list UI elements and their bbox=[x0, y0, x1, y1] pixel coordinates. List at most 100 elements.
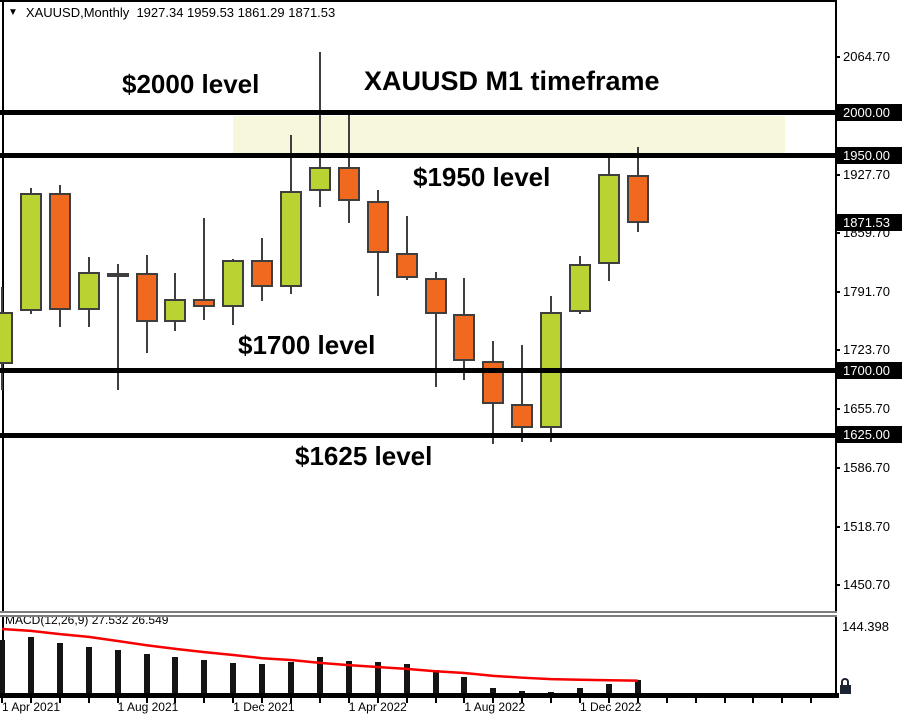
price-label: 2064.70 bbox=[843, 49, 890, 64]
symbol-dropdown-icon[interactable]: ▼ bbox=[8, 6, 18, 18]
time-tick bbox=[29, 698, 32, 703]
macd-histogram-bar bbox=[288, 661, 294, 693]
level-1700-text[interactable]: $1700 level bbox=[238, 330, 376, 360]
highlight-zone[interactable] bbox=[233, 115, 785, 153]
time-tick bbox=[781, 698, 784, 703]
macd-histogram-bar bbox=[143, 654, 150, 693]
time-tick bbox=[174, 698, 177, 703]
candle-body bbox=[19, 192, 42, 312]
time-tick bbox=[752, 698, 755, 703]
candle-body bbox=[77, 272, 100, 311]
candle-body bbox=[511, 404, 534, 428]
macd-signal-line-layer bbox=[1, 627, 638, 682]
time-tick bbox=[434, 698, 437, 703]
price-label: 1791.70 bbox=[843, 283, 890, 299]
time-label: 1 Aug 2022 bbox=[464, 700, 526, 714]
time-tick bbox=[347, 698, 350, 703]
candle-body bbox=[135, 272, 158, 322]
time-label: 1 Dec 2022 bbox=[580, 700, 642, 714]
candle-body bbox=[251, 259, 274, 288]
price-label: 1655.70 bbox=[843, 400, 890, 416]
candle-body bbox=[597, 174, 620, 264]
candle-body bbox=[164, 298, 187, 322]
time-tick bbox=[550, 698, 553, 703]
candle-body bbox=[569, 263, 591, 312]
price-label: 1723.70 bbox=[843, 342, 890, 358]
time-tick bbox=[665, 698, 668, 703]
price-tick bbox=[835, 407, 840, 410]
price-box-label: 1625.00 bbox=[837, 426, 902, 444]
time-tick bbox=[579, 698, 581, 703]
candle-wick bbox=[203, 218, 206, 320]
price-tick bbox=[835, 584, 840, 586]
macd-histogram-bar bbox=[519, 691, 526, 693]
level-line-1950.00[interactable] bbox=[0, 153, 837, 159]
time-tick bbox=[145, 698, 148, 703]
macd-histogram-bar bbox=[259, 663, 266, 693]
macd-histogram-bar bbox=[85, 647, 92, 693]
time-tick bbox=[203, 698, 206, 703]
price-tick bbox=[835, 290, 840, 293]
macd-signal-line bbox=[1, 627, 638, 682]
macd-histogram-bar bbox=[27, 636, 34, 693]
macd-histogram-bar bbox=[605, 684, 612, 693]
time-tick bbox=[723, 698, 726, 703]
candle-body bbox=[366, 201, 389, 253]
macd-histogram-bar bbox=[490, 687, 497, 693]
price-label: 1586.70 bbox=[843, 460, 890, 476]
macd-histogram-bar bbox=[461, 677, 468, 693]
macd-histogram-bar bbox=[201, 660, 208, 693]
time-tick bbox=[492, 698, 495, 703]
level-line-1625.00[interactable] bbox=[0, 432, 837, 438]
time-tick bbox=[318, 698, 321, 703]
time-tick bbox=[463, 698, 466, 703]
macd-histogram-bar bbox=[548, 692, 555, 693]
chart-title-row: ▼ XAUUSD,Monthly 1927.34 1959.53 1861.29… bbox=[8, 5, 335, 20]
price-tick bbox=[835, 173, 840, 176]
candle-body bbox=[424, 278, 447, 314]
chart-title: XAUUSD,Monthly 1927.34 1959.53 1861.29 1… bbox=[25, 5, 336, 20]
time-label: 1 Apr 2022 bbox=[348, 700, 407, 714]
candle-body bbox=[193, 298, 216, 307]
price-tick bbox=[835, 232, 840, 235]
macd-histogram-bar bbox=[345, 660, 352, 693]
time-tick bbox=[636, 698, 639, 703]
macd-histogram-bar bbox=[432, 669, 439, 693]
time-tick bbox=[116, 698, 119, 703]
macd-histogram-bar bbox=[577, 687, 583, 693]
pane-splitter[interactable] bbox=[0, 611, 837, 617]
macd-histogram-bar bbox=[56, 642, 63, 693]
time-tick bbox=[810, 698, 813, 703]
window-top-border bbox=[0, 0, 837, 2]
candle-wick bbox=[521, 345, 524, 443]
price-label: 1518.70 bbox=[843, 518, 890, 534]
macd-histogram-bar bbox=[114, 649, 121, 693]
macd-histogram-bar bbox=[172, 656, 179, 693]
candle-wick bbox=[434, 271, 437, 388]
level-1950-text[interactable]: $1950 level bbox=[413, 162, 551, 192]
time-tick bbox=[405, 698, 408, 703]
candle-body bbox=[280, 191, 302, 287]
time-tick bbox=[694, 698, 697, 703]
time-tick bbox=[261, 698, 264, 703]
candle-body bbox=[106, 272, 129, 277]
time-axis-bar bbox=[0, 693, 839, 698]
time-label: 1 Dec 2021 bbox=[233, 700, 295, 714]
level-2000-text[interactable]: $2000 level bbox=[122, 69, 260, 99]
candle-body bbox=[308, 166, 331, 192]
candle-body bbox=[337, 166, 360, 202]
candle-body bbox=[453, 313, 476, 362]
time-tick bbox=[1, 698, 3, 703]
candle-body bbox=[48, 192, 71, 311]
level-line-2000.00[interactable] bbox=[0, 110, 837, 116]
level-1625-text[interactable]: $1625 level bbox=[295, 441, 433, 471]
macd-scale-label: 144.398 bbox=[842, 619, 889, 634]
price-label: 1450.70 bbox=[843, 577, 890, 592]
macd-histogram-bar bbox=[230, 662, 237, 693]
price-tick bbox=[835, 467, 840, 470]
price-axis-line bbox=[835, 0, 837, 698]
time-tick bbox=[521, 698, 524, 703]
level-line-1700.00[interactable] bbox=[0, 368, 837, 374]
candle-wick bbox=[318, 52, 321, 208]
timeframe-text[interactable]: XAUUSD M1 timeframe bbox=[364, 66, 660, 96]
